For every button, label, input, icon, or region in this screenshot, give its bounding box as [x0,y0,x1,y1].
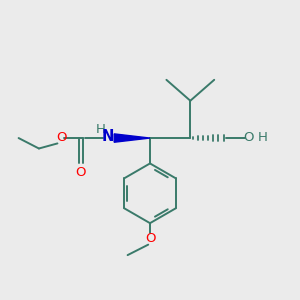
Text: O: O [145,232,155,245]
Text: H: H [96,123,106,136]
Polygon shape [114,134,150,142]
Text: H: H [258,131,268,144]
Text: O: O [57,131,67,144]
Text: O: O [75,167,86,179]
Text: O: O [243,131,254,144]
Text: N: N [102,129,114,144]
